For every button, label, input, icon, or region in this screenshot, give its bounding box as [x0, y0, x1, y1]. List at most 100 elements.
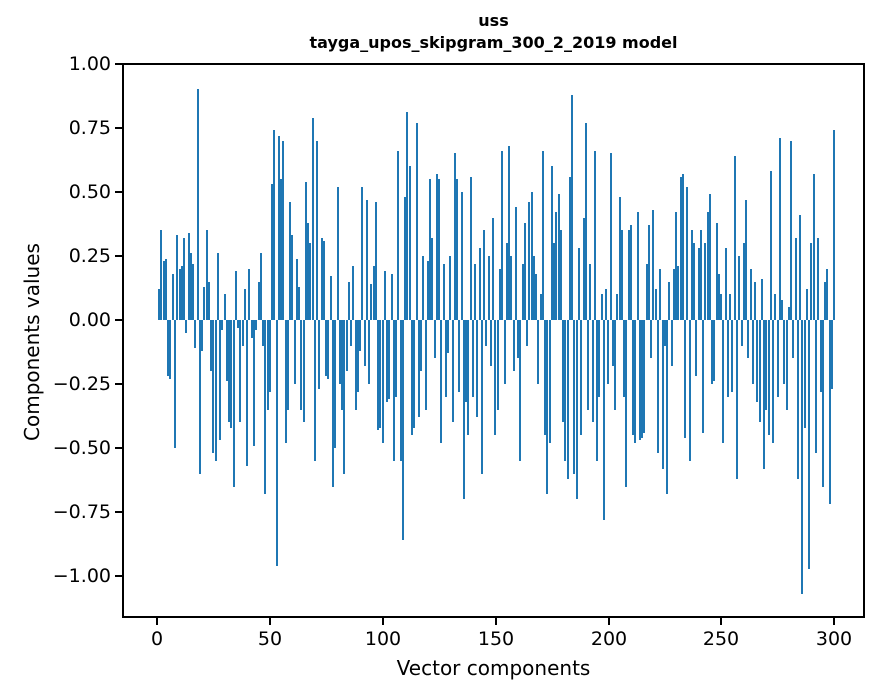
bar — [287, 320, 289, 410]
bar — [224, 294, 226, 320]
bar — [467, 320, 469, 435]
bar — [824, 282, 826, 320]
bar — [406, 112, 408, 320]
bar — [497, 320, 499, 410]
bar — [492, 218, 494, 320]
bar — [833, 130, 835, 320]
x-tick-mark — [269, 618, 271, 625]
bar — [765, 320, 767, 410]
bar — [571, 95, 573, 320]
bar — [368, 320, 370, 384]
bar — [298, 287, 300, 320]
bar — [792, 320, 794, 358]
bar — [395, 320, 397, 397]
bar — [510, 256, 512, 320]
bar — [296, 259, 298, 320]
bar — [689, 320, 691, 461]
bar — [720, 294, 722, 320]
x-tick-mark — [495, 618, 497, 625]
bar — [323, 241, 325, 320]
bar — [458, 320, 460, 392]
bar — [485, 320, 487, 346]
bar — [817, 238, 819, 320]
bar — [643, 320, 645, 433]
bar — [339, 320, 341, 384]
y-tick-label: −0.50 — [52, 437, 111, 459]
bar — [456, 179, 458, 320]
bar — [804, 320, 806, 428]
bar — [754, 282, 756, 320]
bar — [770, 171, 772, 320]
bar — [251, 320, 253, 338]
bar — [422, 256, 424, 320]
bar — [314, 320, 316, 461]
bar — [411, 320, 413, 435]
x-tick-mark — [382, 618, 384, 625]
bar — [185, 320, 187, 333]
bar — [305, 182, 307, 320]
bar — [188, 233, 190, 320]
bar — [772, 320, 774, 443]
y-tick-mark — [115, 127, 122, 129]
bar — [463, 320, 465, 499]
bar — [605, 289, 607, 320]
chart-title-line1: uss — [478, 11, 509, 30]
bar — [337, 187, 339, 320]
bar — [659, 269, 661, 320]
bar — [519, 320, 521, 461]
chart-title-line2: tayga_upos_skipgram_300_2_2019 model — [309, 33, 678, 52]
bar — [515, 207, 517, 320]
bar — [242, 320, 244, 346]
bar — [677, 266, 679, 320]
bar — [201, 320, 203, 351]
bar — [472, 320, 474, 397]
bar — [248, 269, 250, 320]
bar — [810, 243, 812, 320]
bar — [160, 230, 162, 320]
bar — [294, 320, 296, 384]
bar — [573, 320, 575, 474]
bar — [831, 320, 833, 389]
bar — [215, 320, 217, 461]
bar — [384, 271, 386, 320]
chart-title: uss tayga_upos_skipgram_300_2_2019 model — [122, 10, 865, 54]
bar — [684, 320, 686, 438]
bar — [258, 282, 260, 320]
bar — [777, 320, 779, 397]
bar — [650, 320, 652, 358]
bar — [289, 202, 291, 320]
bar — [781, 300, 783, 320]
bar — [553, 243, 555, 320]
bar — [695, 320, 697, 376]
bar — [393, 320, 395, 461]
bar — [601, 294, 603, 320]
bar — [826, 269, 828, 320]
bar — [655, 289, 657, 320]
bar — [727, 320, 729, 397]
bar — [603, 320, 605, 520]
bar — [370, 284, 372, 320]
bar — [327, 320, 329, 379]
y-tick-label: −0.75 — [52, 501, 111, 523]
bar — [364, 320, 366, 366]
bar — [273, 130, 275, 320]
x-tick-mark — [608, 618, 610, 625]
bar — [461, 192, 463, 320]
bar — [610, 153, 612, 320]
bar — [616, 294, 618, 320]
bar — [675, 212, 677, 320]
bar — [321, 238, 323, 320]
bar — [402, 320, 404, 540]
bar — [425, 320, 427, 410]
bar — [377, 320, 379, 430]
bar — [756, 320, 758, 402]
x-tick-label: 150 — [477, 628, 515, 650]
bar — [652, 210, 654, 320]
x-tick-label: 100 — [364, 628, 402, 650]
bar — [612, 320, 614, 366]
bar — [619, 197, 621, 320]
y-tick-mark — [115, 63, 122, 65]
bar — [449, 256, 451, 320]
bar — [183, 238, 185, 320]
bar — [479, 248, 481, 320]
